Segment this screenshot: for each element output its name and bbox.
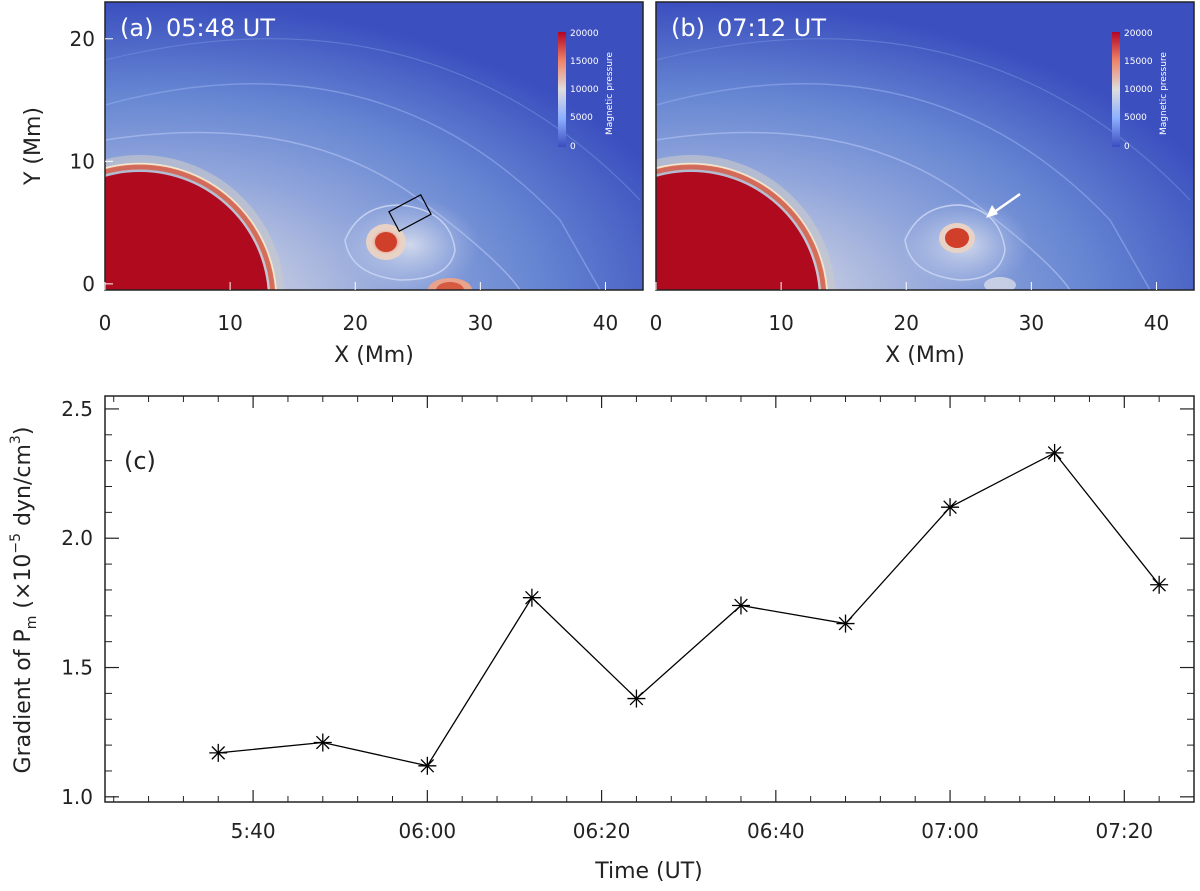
- data-point-asterisk: [418, 756, 437, 775]
- y-tick-label: 0: [82, 272, 95, 296]
- cbar-tick: 20000: [570, 29, 599, 39]
- cbar-tick: 0: [570, 142, 576, 152]
- data-point-asterisk: [836, 614, 855, 633]
- x-tick-label: 5:40: [231, 819, 276, 843]
- panel-b-time: 07:12 UT: [717, 14, 826, 42]
- panel-b-image: 20000 15000 10000 5000 0 Magnetic pressu…: [656, 2, 1194, 290]
- panel-a-time: 05:48 UT: [166, 14, 275, 42]
- data-point-asterisk: [1150, 575, 1169, 594]
- data-point-asterisk: [209, 743, 228, 762]
- cbar-tick: 10000: [570, 85, 599, 95]
- panel-c-gradient-chart: (c) 5:40 06:00 06:20 06:40 07:00 07:20 1.0 1.5 2…: [8, 395, 1195, 884]
- x-tick-label: 0: [650, 311, 663, 335]
- cbar-title: Magnetic pressure: [605, 52, 615, 135]
- panel-b-colorbar: 20000 15000 10000 5000 0 Magnetic pressu…: [1112, 29, 1169, 152]
- y-tick-label: 20: [70, 27, 95, 51]
- region-box: [388, 194, 432, 232]
- arrow-icon: [986, 192, 1021, 218]
- cbar-tick: 5000: [1124, 113, 1147, 123]
- plot-frame: [104, 395, 1195, 803]
- x-tick-label: 06:00: [399, 819, 457, 843]
- y-tick-label: 1.5: [61, 656, 93, 680]
- cbar-tick: 0: [1124, 142, 1130, 152]
- x-tick-label: 10: [217, 311, 242, 335]
- y-tick-label: 10: [70, 149, 95, 173]
- x-tick-label: 07:20: [1095, 819, 1153, 843]
- panel-a-colorbar: 20000 15000 10000 5000 0 Magnetic pressu…: [558, 29, 615, 152]
- data-point-asterisk: [313, 733, 332, 752]
- x-tick-label: 06:40: [747, 819, 805, 843]
- cbar-tick: 5000: [570, 113, 593, 123]
- map-axes: 0 10 20 30 40 X (Mm) 0 10 20 Y (Mm) 0 10 20 30 40 X (Mm…: [21, 27, 1169, 368]
- cbar-tick: 20000: [1124, 29, 1153, 39]
- y-tick-label: 1.0: [61, 785, 93, 809]
- data-point-asterisk: [522, 588, 541, 607]
- data-point-asterisk: [941, 498, 960, 517]
- data-point-asterisk: [627, 689, 646, 708]
- data-point-asterisk: [1045, 443, 1064, 462]
- c-series: [209, 443, 1169, 775]
- series-line: [218, 452, 1160, 767]
- y-axis-label: Gradient of Pm (×10−5 dyn/cm3): [8, 427, 40, 774]
- x-tick-label: 06:20: [573, 819, 631, 843]
- y-tick-label: 2.0: [61, 526, 93, 550]
- panel-c-label: (c): [124, 447, 156, 475]
- panel-a-label: (a): [120, 14, 153, 42]
- c-axes: 5:40 06:00 06:20 06:40 07:00 07:20 1.0 1.5 2.0 2.…: [61, 396, 1195, 843]
- x-tick-label: 0: [99, 311, 112, 335]
- x-tick-label: 30: [1019, 311, 1044, 335]
- x-tick-label: 30: [468, 311, 493, 335]
- x-axis-label: Time (UT): [594, 859, 703, 884]
- x-tick-label: 40: [593, 311, 618, 335]
- cbar-title: Magnetic pressure: [1159, 52, 1169, 135]
- data-point-asterisk: [731, 596, 750, 615]
- panel-a-magnetic-map: 20000 15000 10000 5000 0 Magnetic pressu…: [104, 1, 644, 291]
- y-tick-label: 2.5: [61, 397, 93, 421]
- panel-b-label: (b): [671, 14, 705, 42]
- x-tick-label: 07:00: [921, 819, 979, 843]
- x-axis-label: X (Mm): [334, 343, 414, 368]
- x-axis-label: X (Mm): [885, 343, 965, 368]
- y-axis-label: Y (Mm): [21, 107, 46, 186]
- panel-a-image: 20000 15000 10000 5000 0 Magnetic pressu…: [105, 2, 643, 290]
- cbar-tick: 15000: [1124, 57, 1153, 67]
- panel-b-magnetic-map: 20000 15000 10000 5000 0 Magnetic pressu…: [655, 1, 1195, 291]
- x-tick-label: 40: [1144, 311, 1169, 335]
- x-tick-label: 20: [894, 311, 919, 335]
- cbar-tick: 10000: [1124, 85, 1153, 95]
- x-tick-label: 10: [768, 311, 793, 335]
- cbar-tick: 15000: [570, 57, 599, 67]
- x-tick-label: 20: [343, 311, 368, 335]
